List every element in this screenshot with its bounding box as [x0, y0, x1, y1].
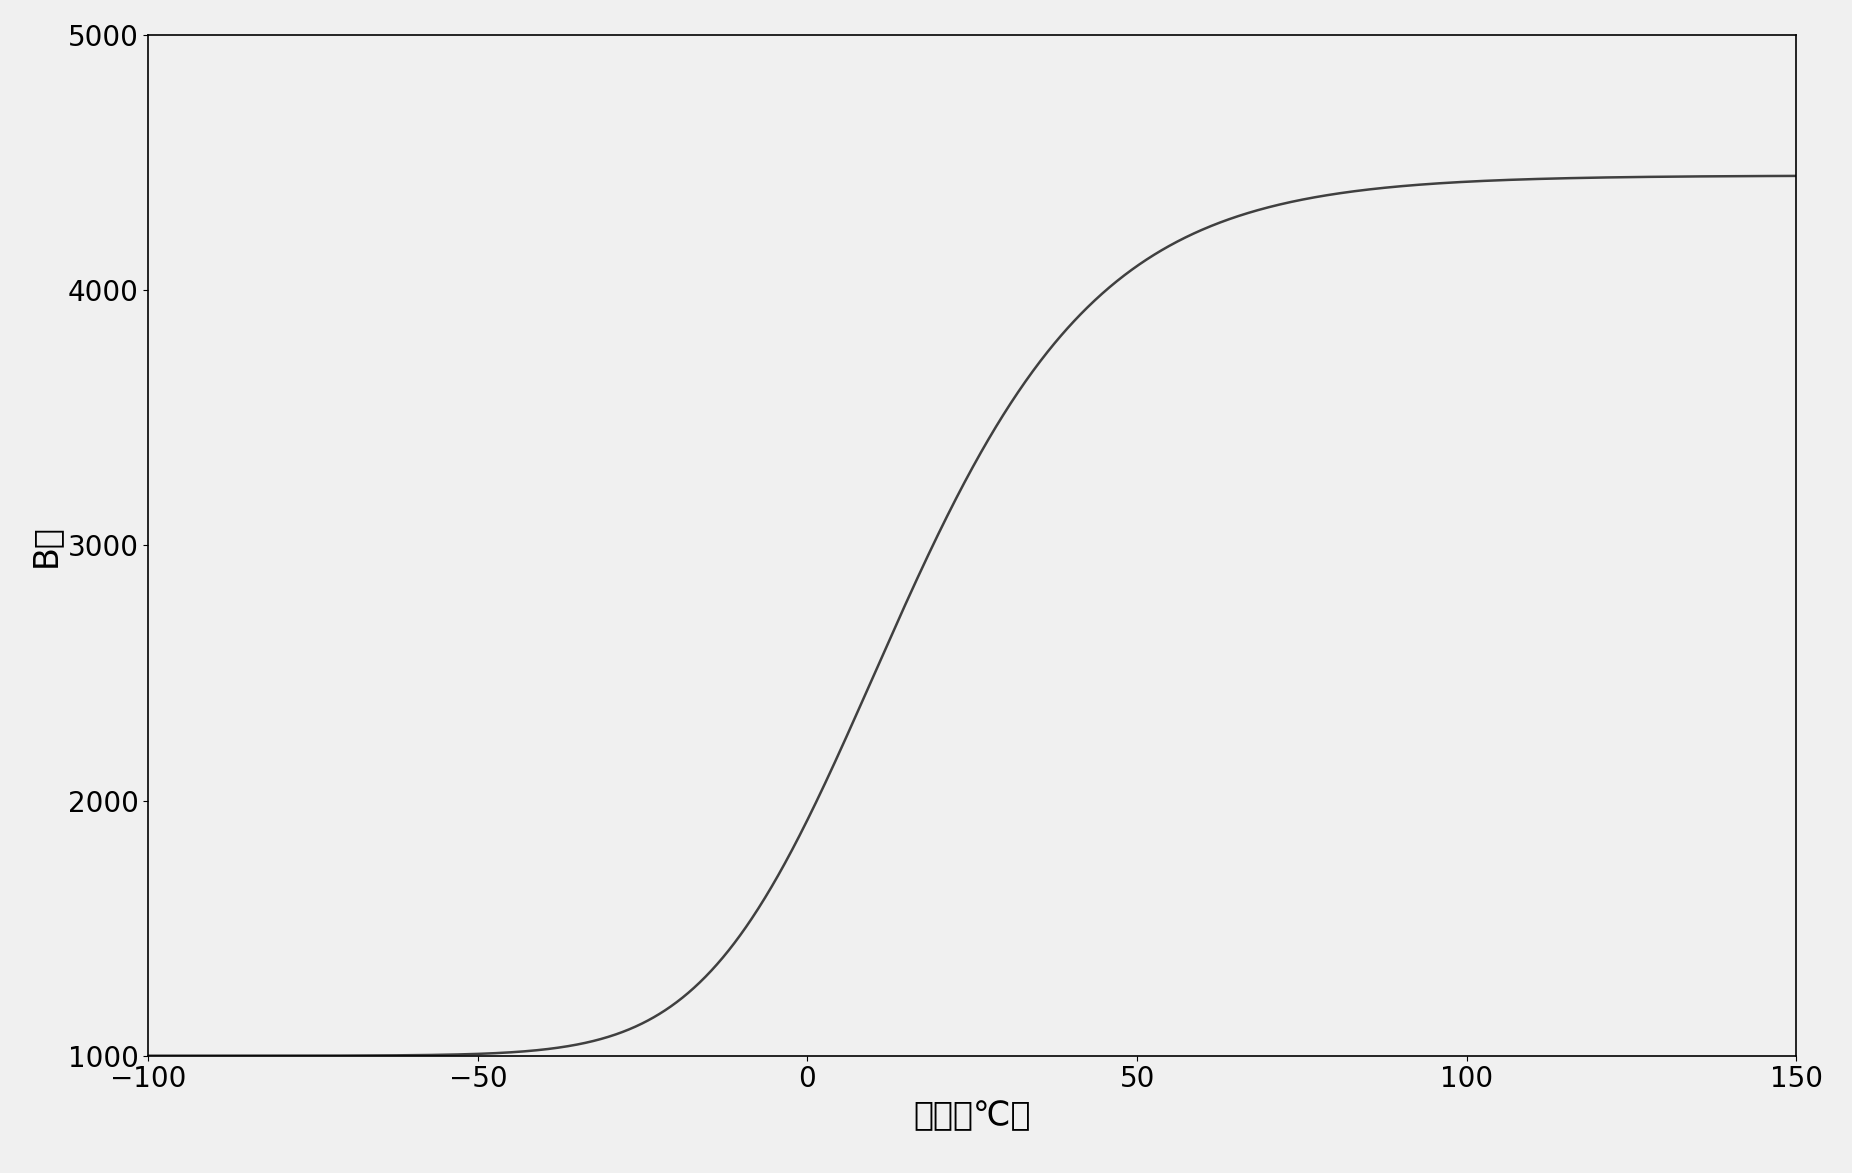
Y-axis label: B値: B値: [30, 524, 61, 567]
X-axis label: 温度（℃）: 温度（℃）: [913, 1099, 1032, 1132]
